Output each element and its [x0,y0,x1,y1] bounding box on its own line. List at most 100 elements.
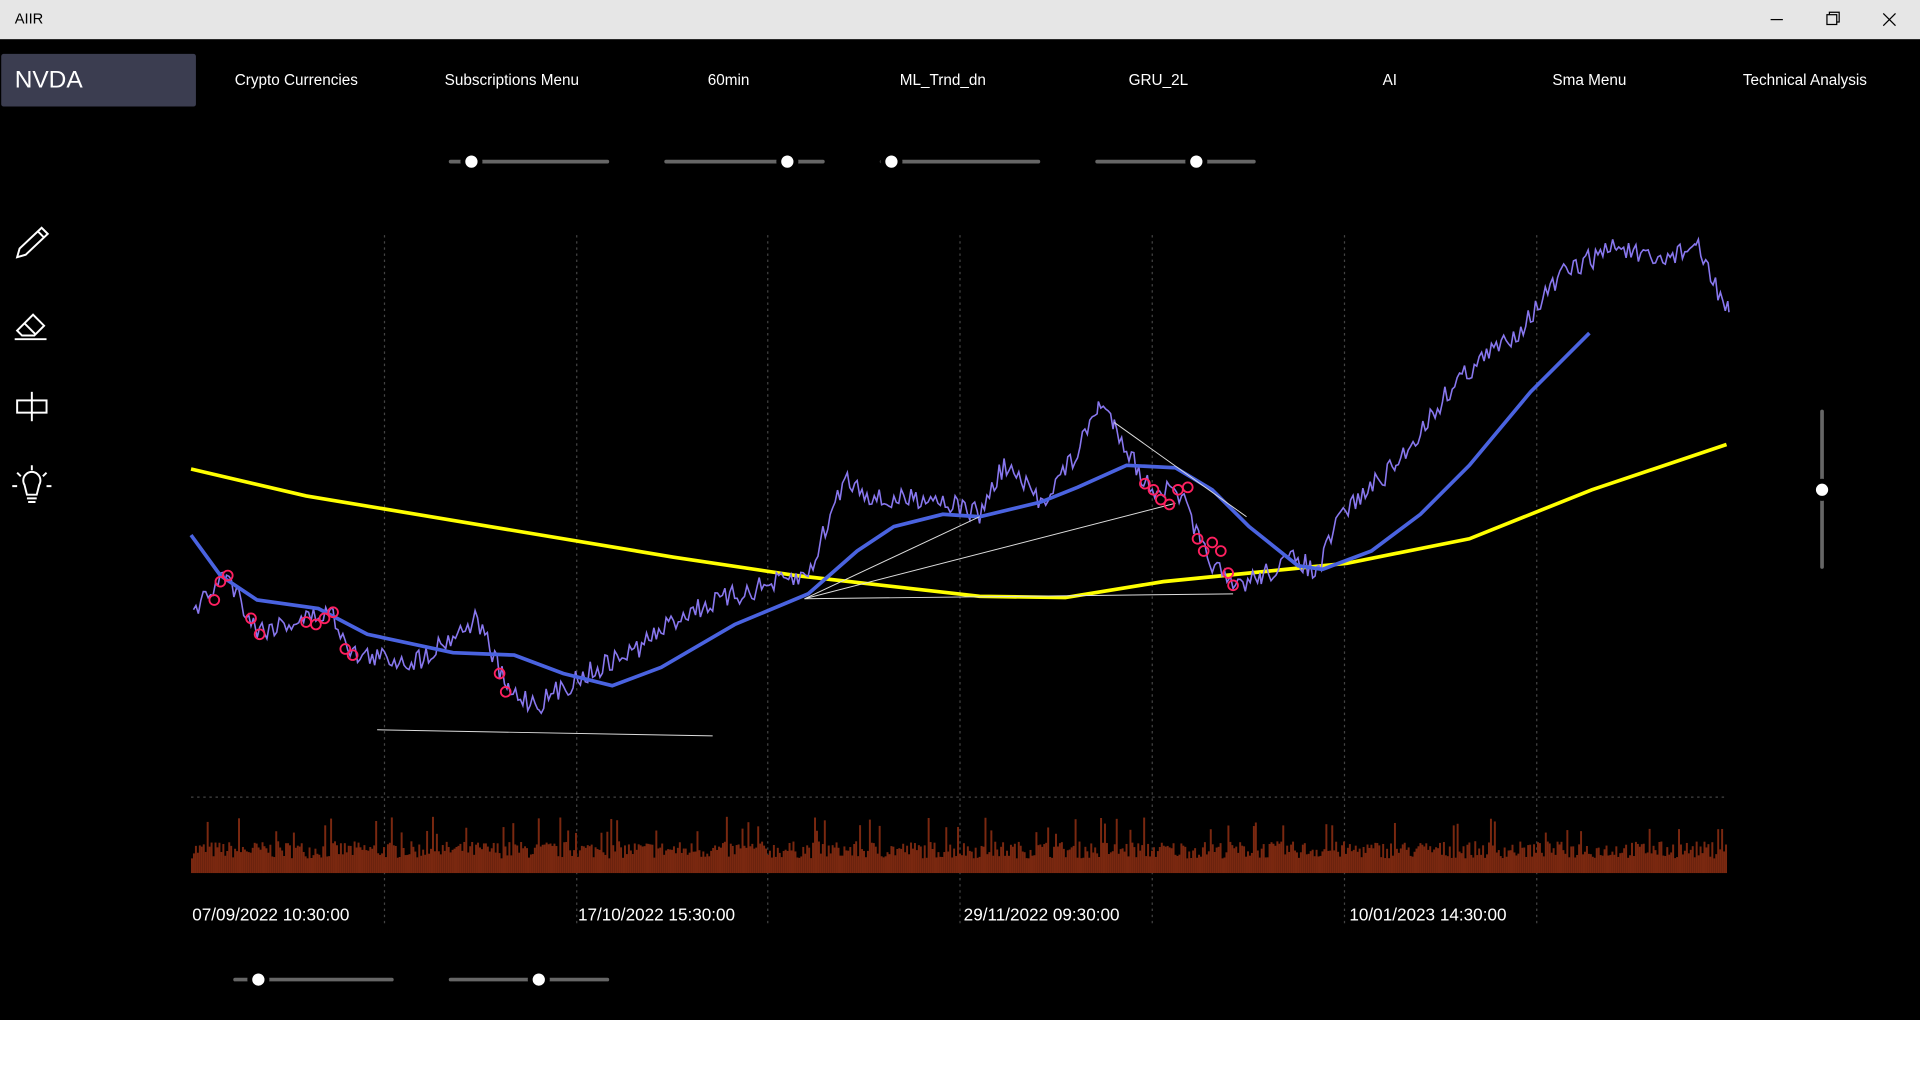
volume-bar [896,848,899,874]
volume-bar [1064,857,1067,874]
volume-bar [1129,829,1132,874]
volume-bar [678,842,681,874]
menu-item[interactable]: Technical Analysis [1743,72,1867,89]
volume-bar [447,847,450,874]
menu-bar: Crypto Currencies Subscriptions Menu 60min… [235,72,1868,89]
volume-bar [923,845,926,874]
volume-bar [1327,850,1330,874]
title-bar [0,0,1920,40]
volume-bar [737,844,740,874]
signal-marker [499,686,512,698]
volume-bar [578,850,581,874]
volume-bar [1133,847,1136,874]
slider[interactable] [664,150,825,173]
vertical-slider[interactable] [1811,409,1834,569]
volume-bar [230,845,233,874]
volume-bar [1297,857,1300,874]
volume-bar [1096,853,1099,874]
volume-bar [1544,832,1547,874]
pencil-tool[interactable] [15,226,50,259]
close-button[interactable] [1882,13,1896,27]
volume-bar [1521,847,1524,874]
volume-bar [308,847,311,874]
slider[interactable] [879,150,1041,173]
volume-bar [318,854,321,874]
volume-bar [551,845,554,874]
volume-bar [827,845,830,874]
volume-bar [1505,856,1508,874]
volume-bar [671,849,673,874]
slider[interactable] [233,968,394,991]
volume-bar [506,855,509,874]
volume-bar [1709,856,1712,874]
volume-bar [845,850,848,874]
volume-bar [1113,844,1116,874]
menu-item[interactable]: Sma Menu [1552,72,1626,89]
volume-bar [1403,842,1406,874]
slider[interactable] [448,150,610,173]
volume-bar [1683,850,1686,874]
volume-bar [1370,844,1373,874]
volume-bar [355,847,358,874]
volume-bar [855,841,858,874]
volume-bar [810,858,813,874]
volume-bar [1691,846,1694,874]
signal-marker [1155,493,1167,506]
volume-bar [357,842,360,874]
menu-item[interactable]: AI [1383,72,1397,89]
volume-bar [843,846,846,874]
volume-bar [1507,850,1510,874]
volume-bar [880,856,883,874]
volume-bar [1000,846,1003,874]
volume-bar [1111,851,1114,874]
volume-bar [541,844,544,874]
volume-bar [1625,844,1628,874]
volume-bar [1681,854,1684,874]
volume-bar [363,845,366,874]
eraser-tool[interactable] [14,313,47,341]
volume-bar [1568,857,1571,874]
volume-bar [1531,856,1534,874]
menu-item[interactable]: Subscriptions Menu [445,72,579,89]
volume-bar [512,823,515,874]
volume-bar [902,843,905,874]
volume-bar [1274,845,1277,874]
volume-bar [872,843,875,874]
volume-bar [1474,841,1477,874]
shape-tool[interactable] [16,391,48,422]
volume-bar [1393,822,1396,874]
volume-bar [1119,849,1122,874]
volume-bar [1170,848,1173,874]
volume-bar [422,849,425,874]
volume-bar [1299,852,1302,874]
volume-bar [445,841,448,874]
slider[interactable] [448,968,610,991]
volume-bar [1484,857,1487,874]
volume-bar [218,842,221,874]
restore-button[interactable] [1826,11,1840,26]
volume-bar [1376,843,1379,874]
volume-bar [796,857,799,874]
volume-bar [868,819,871,874]
volume-bar [700,856,703,874]
volume-bar [1715,854,1718,874]
menu-item[interactable]: Crypto Currencies [235,72,359,89]
symbol-button[interactable] [1,53,196,107]
menu-item[interactable]: ML_Trnd_dn [900,72,986,89]
menu-item[interactable]: GRU_2L [1129,72,1189,89]
volume-bar [606,831,609,874]
volume-bar [1605,845,1608,874]
volume-bar [1305,854,1308,874]
volume-bar [1723,851,1726,874]
volume-bar [864,857,867,874]
volume-bar [469,846,472,874]
volume-bar [567,830,570,874]
volume-bar [490,848,493,874]
volume-bar [234,848,237,874]
volume-bar [1149,856,1152,874]
volume-bar [794,851,797,874]
menu-item[interactable]: 60min [708,72,750,89]
idea-tool[interactable] [12,465,52,504]
slider[interactable] [1095,150,1256,173]
